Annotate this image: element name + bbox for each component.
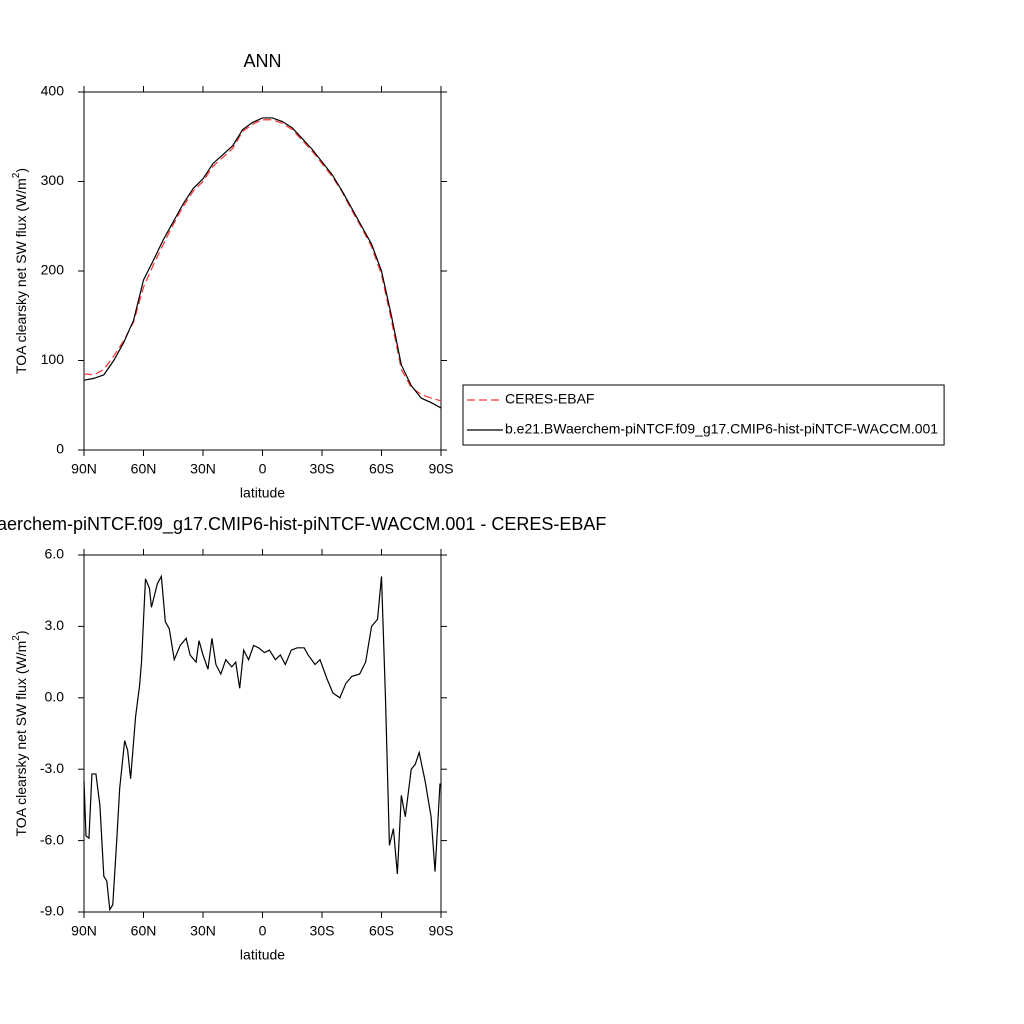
- legend-label: b.e21.BWaerchem-piNTCF.f09_g17.CMIP6-his…: [505, 421, 938, 437]
- y-tick-label: 6.0: [45, 546, 65, 562]
- x-tick-label: 60S: [369, 923, 394, 939]
- x-tick-label: 60S: [369, 461, 394, 477]
- x-tick-label: 90N: [71, 461, 97, 477]
- y-tick-label: 400: [41, 83, 65, 99]
- x-tick-label: 30N: [190, 923, 216, 939]
- y-axis-label-end: ): [13, 168, 29, 173]
- y-tick-label: -9.0: [40, 903, 64, 919]
- y-tick-label: -6.0: [40, 831, 64, 847]
- legend-label: CERES-EBAF: [505, 391, 594, 407]
- chart-title: ANN: [243, 51, 281, 71]
- data-line: [83, 119, 442, 402]
- data-line: [83, 117, 442, 409]
- y-tick-label: 200: [41, 262, 65, 278]
- y-tick-label: 3.0: [45, 617, 65, 633]
- y-tick-label: 0: [56, 441, 64, 457]
- y-tick-label: -3.0: [40, 760, 64, 776]
- y-axis-label-end: ): [13, 630, 29, 635]
- x-tick-label: 90N: [71, 923, 97, 939]
- chart-title: b.e21.BWaerchem-piNTCF.f09_g17.CMIP6-his…: [0, 514, 606, 535]
- legend: CERES-EBAF b.e21.BWaerchem-piNTCF.f09_g17…: [462, 384, 945, 446]
- y-axis-label: TOA clearsky net SW flux (W/m2): [11, 630, 29, 836]
- y-tick-label: 0.0: [45, 689, 65, 705]
- x-tick-label: 60N: [131, 923, 157, 939]
- plot-frame: [83, 554, 442, 913]
- y-tick-label: 100: [41, 351, 65, 367]
- x-tick-label: 30N: [190, 461, 216, 477]
- y-axis-label: TOA clearsky net SW flux (W/m2): [11, 168, 29, 374]
- x-tick-label: 0: [259, 923, 267, 939]
- legend-box: [462, 384, 945, 446]
- x-tick-label: 0: [259, 461, 267, 477]
- y-axis-label-text: TOA clearsky net SW flux (W/m: [13, 178, 29, 374]
- x-tick-label: 90S: [429, 923, 454, 939]
- y-axis-label-text: TOA clearsky net SW flux (W/m: [13, 641, 29, 837]
- y-tick-label: 300: [41, 172, 65, 188]
- x-tick-label: 30S: [310, 461, 335, 477]
- data-line: [83, 574, 441, 912]
- y-axis-label-sup: 2: [11, 172, 22, 178]
- x-tick-label: 30S: [310, 923, 335, 939]
- x-tick-label: 60N: [131, 461, 157, 477]
- x-axis-label: latitude: [240, 485, 285, 501]
- y-axis-label-sup: 2: [11, 635, 22, 641]
- x-tick-label: 90S: [429, 461, 454, 477]
- plot-frame: [83, 91, 442, 451]
- x-axis-label: latitude: [240, 947, 285, 963]
